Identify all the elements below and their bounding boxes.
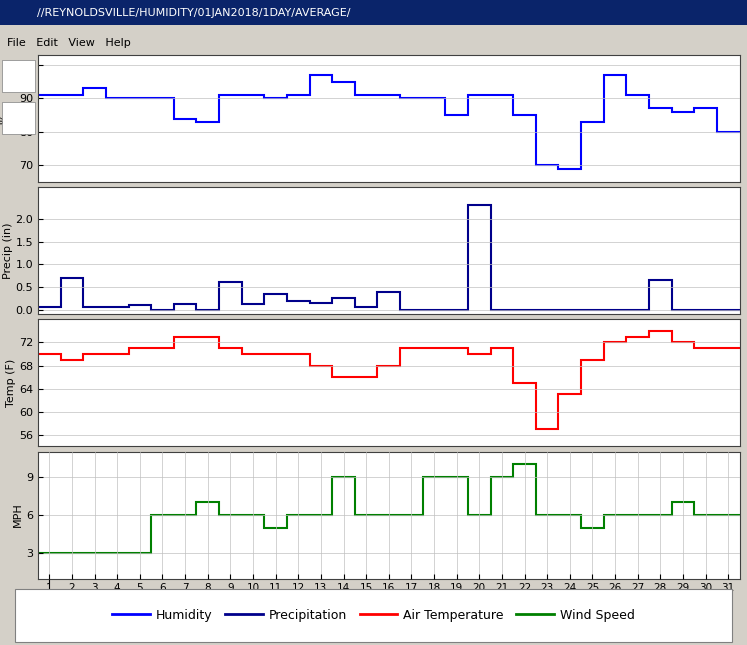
Text: File   Edit   View   Help: File Edit View Help: [7, 38, 131, 48]
Text: //REYNOLDSVILLE/HUMIDITY/01JAN2018/1DAY/AVERAGE/: //REYNOLDSVILLE/HUMIDITY/01JAN2018/1DAY/…: [37, 8, 351, 17]
Bar: [1, 60, 34, 92]
X-axis label: Aug2018: Aug2018: [361, 597, 417, 611]
Bar: [1, 102, 34, 134]
Bar: [15, 589, 732, 642]
Y-axis label: Temp (F): Temp (F): [6, 359, 16, 407]
Legend: Humidity, Precipitation, Air Temperature, Wind Speed: Humidity, Precipitation, Air Temperature…: [107, 604, 640, 626]
Y-axis label: MPH: MPH: [13, 502, 23, 528]
Y-axis label: Precip (in): Precip (in): [2, 223, 13, 279]
Bar: [0, 0, 747, 25]
Y-axis label: %: %: [0, 113, 10, 124]
